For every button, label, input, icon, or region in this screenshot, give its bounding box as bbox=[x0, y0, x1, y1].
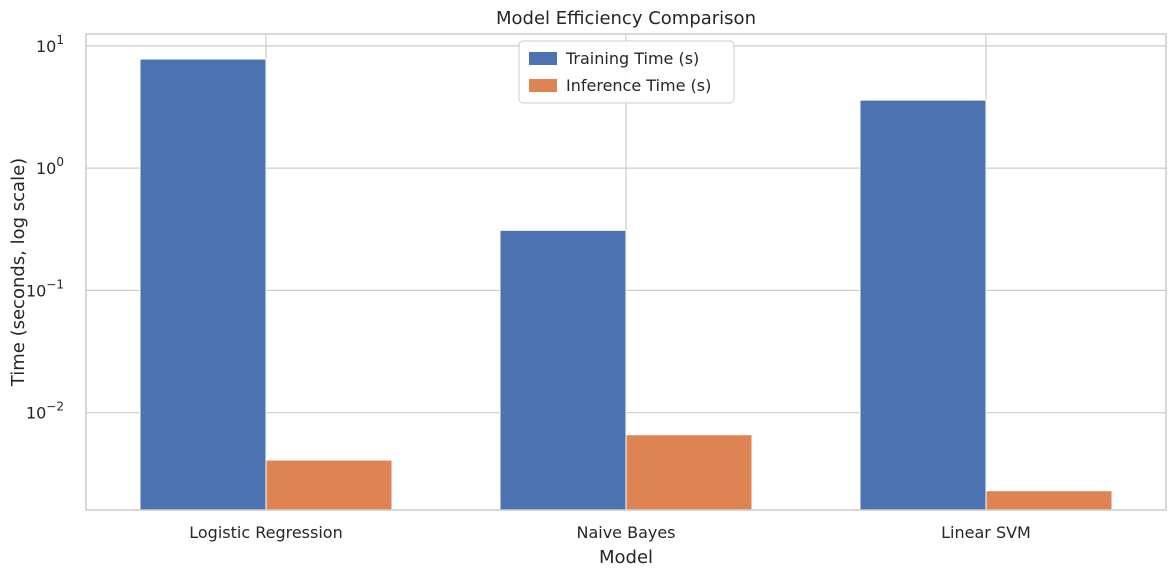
legend-box bbox=[518, 40, 735, 104]
legend-swatch bbox=[529, 52, 557, 65]
y-axis-label: Time (seconds, log scale) bbox=[8, 158, 29, 387]
chart-title: Model Efficiency Comparison bbox=[496, 8, 756, 29]
x-tick-label: Naive Bayes bbox=[576, 523, 675, 542]
bar-inference-2 bbox=[625, 434, 753, 511]
bar-inference-1 bbox=[265, 459, 393, 511]
x-tick-label: Linear SVM bbox=[941, 523, 1031, 542]
legend: Training Time (s) Inference Time (s) bbox=[518, 40, 735, 104]
y-ticks: 10−2 10−1 100 101 bbox=[26, 33, 64, 423]
y-tick-label: 100 bbox=[36, 155, 64, 178]
bar-training-1 bbox=[139, 58, 267, 511]
y-tick-label: 101 bbox=[36, 33, 64, 56]
y-tick-label: 10−2 bbox=[26, 400, 64, 423]
bar-training-3 bbox=[859, 99, 987, 511]
y-tick-label: 10−1 bbox=[26, 277, 64, 300]
x-tick-label: Logistic Regression bbox=[189, 523, 342, 542]
plot-frame bbox=[85, 33, 1167, 511]
bar-inference-3 bbox=[985, 490, 1113, 511]
bars bbox=[139, 58, 1113, 511]
legend-label: Training Time (s) bbox=[565, 49, 699, 68]
x-axis-label: Model bbox=[599, 547, 653, 568]
bar-training-2 bbox=[499, 229, 627, 511]
legend-label: Inference Time (s) bbox=[566, 76, 711, 95]
legend-swatch bbox=[529, 79, 557, 92]
x-ticks: Logistic Regression Naive Bayes Linear SVM bbox=[189, 523, 1031, 542]
